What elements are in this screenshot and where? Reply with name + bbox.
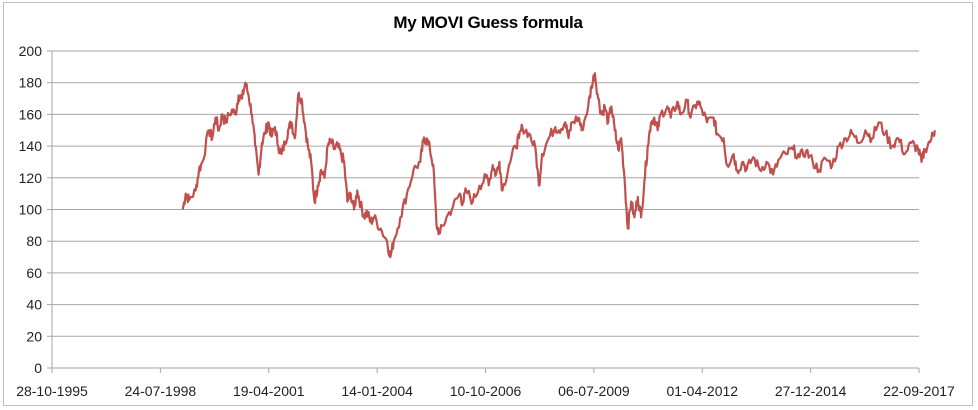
y-tick-label: 180 <box>19 75 43 91</box>
y-tick-label: 20 <box>26 328 42 344</box>
y-axis-tick-labels: 0 20 40 60 80 100 120 140 160 180 200 <box>19 43 43 376</box>
chart-title: My MOVI Guess formula <box>393 13 583 32</box>
y-tick-label: 60 <box>26 265 42 281</box>
x-tick-label: 22-09-2017 <box>883 383 955 399</box>
x-tick-label: 14-01-2004 <box>341 383 413 399</box>
gridlines <box>47 50 919 369</box>
y-tick-label: 140 <box>19 138 43 154</box>
x-tick-label: 10-10-2006 <box>450 383 522 399</box>
y-tick-label: 160 <box>19 106 43 122</box>
y-tick-label: 200 <box>19 43 43 59</box>
x-tick-label: 28-10-1995 <box>16 383 88 399</box>
x-tick-label: 01-04-2012 <box>666 383 738 399</box>
chart-frame: My MOVI Guess formula <box>3 2 973 406</box>
x-tick-label: 19-04-2001 <box>233 383 305 399</box>
series-line-movi-guess <box>181 72 936 259</box>
axes <box>51 51 920 373</box>
y-tick-label: 100 <box>19 202 43 218</box>
x-tick-label: 27-12-2014 <box>775 383 847 399</box>
y-tick-label: 40 <box>26 297 42 313</box>
x-axis-tick-labels: 28-10-1995 24-07-1998 19-04-2001 14-01-2004… <box>16 383 955 399</box>
x-tick-label: 06-07-2009 <box>558 383 630 399</box>
y-tick-label: 120 <box>19 170 43 186</box>
y-tick-label: 80 <box>26 233 42 249</box>
y-tick-label: 0 <box>34 360 42 376</box>
x-tick-label: 24-07-1998 <box>125 383 197 399</box>
